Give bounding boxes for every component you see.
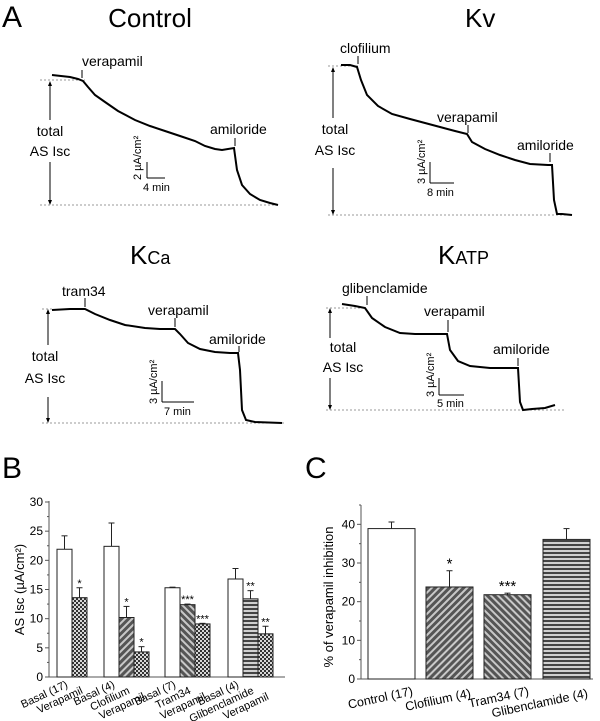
drug-label-verapamil: verapamil [148,302,209,318]
panel-letter-a: A [2,1,22,34]
drug-label-amiloride: amiloride [517,137,574,153]
trace-panel-control: Control total AS Isc verapamil amiloride… [30,3,280,206]
trace-title: Control [108,3,192,33]
significance-label: ** [261,616,270,628]
bar [56,548,73,678]
bar [425,586,474,680]
total-label: AS Isc [25,370,65,386]
significance-label: *** [196,613,210,625]
y-tick-label: 40 [342,517,356,531]
significance-label: * [77,578,82,590]
arrow-head-icon [48,81,52,86]
bar [71,597,88,678]
total-label: total [330,339,356,355]
scale-y-label: 3 µA/cm² [148,359,160,404]
drug-label-verapamil: verapamil [424,303,485,319]
isc-trace [51,308,283,424]
bar [118,617,135,678]
scale-y-label: 3 µA/cm² [416,139,428,184]
trace-title-main: K [438,240,456,270]
bar [257,633,274,678]
significance-label: ** [246,581,255,593]
bar [227,578,244,678]
scale-x-label: 7 min [164,406,191,418]
drug-label-amiloride: amiloride [209,331,266,347]
scale-y-label: 2 µA/cm² [132,135,144,180]
scale-x-label: 5 min [437,398,464,410]
trace-title: Kv [465,3,495,33]
total-label: total [37,123,63,139]
bar [367,528,416,680]
trace-title-sub: Ca [147,248,171,268]
y-tick-label: 10 [30,612,44,626]
trace-panel-kv: Kv total AS Isc clofilium verapamil amil… [315,3,574,216]
bar [179,604,196,678]
y-tick-label: 15 [30,583,44,597]
drug-label-verapamil: verapamil [437,109,498,125]
bar [194,623,211,678]
trace-panel-katp: KATP total AS Isc glibenclamide verapami… [323,240,565,412]
isc-trace [341,64,573,216]
bar [483,594,532,680]
trace-panel-kca: KCa total AS Isc tram34 verapamil amilor… [25,240,285,424]
y-tick-label: 5 [36,641,43,655]
total-label: AS Isc [30,143,70,159]
x-tick-label: Clofilium (4) [404,686,472,714]
panel-letter-b: B [2,452,22,485]
scale-y-label: 3 µA/cm² [425,352,437,397]
y-tick-label: 20 [342,595,356,609]
y-axis-label: % of verapamil inhibition [321,527,336,668]
chart-c: % of verapamil inhibition 0 10 20 30 40 Contr… [321,504,593,720]
trace-title-main: K [130,240,148,270]
y-axis-label: AS Isc (µA/cm²) [12,544,27,635]
significance-label: * [124,596,129,608]
drug-label-verapamil: verapamil [82,53,143,69]
arrow-head-icon [48,200,52,205]
y-tick-label: 30 [342,556,356,570]
total-label: AS Isc [323,359,363,375]
drug-label-clofilium: clofilium [340,40,391,56]
y-tick-label: 25 [30,524,44,538]
y-tick-label: 20 [30,553,44,567]
total-label: total [32,348,58,364]
y-tick-label: 0 [348,672,355,686]
bar [103,545,120,678]
x-tick-label: Control (17) [347,684,414,711]
y-tick-label: 10 [342,633,356,647]
isc-trace [341,303,556,412]
total-label: AS Isc [315,142,355,158]
arrow-head-icon [46,418,50,423]
trace-title: KATP [438,240,489,270]
isc-trace [51,74,279,206]
significance-label: * [139,637,144,649]
drug-label-tram34: tram34 [62,283,106,299]
trace-title-sub: ATP [455,248,489,268]
significance-label: *** [181,594,195,606]
scale-x-label: 4 min [143,182,170,194]
drug-label-amiloride: amiloride [493,341,550,357]
scale-x-label: 8 min [427,187,454,199]
drug-label-amiloride: amiloride [210,121,267,137]
arrow-head-icon [46,309,50,314]
arrow-head-icon [331,210,335,215]
drug-label-glibenclamide: glibenclamide [342,280,428,296]
panel-letter-c: C [305,452,327,485]
bar [542,538,591,680]
significance-label: *** [499,578,517,595]
arrow-head-icon [328,405,332,410]
total-label: total [322,121,348,137]
y-tick-label: 30 [30,495,44,509]
bar [242,598,259,678]
arrow-head-icon [328,308,332,313]
bar [133,651,150,678]
bar [164,587,181,678]
trace-title: KCa [130,240,171,270]
significance-label: * [447,556,453,573]
arrow-head-icon [331,67,335,72]
y-tick-label: 0 [36,670,43,684]
